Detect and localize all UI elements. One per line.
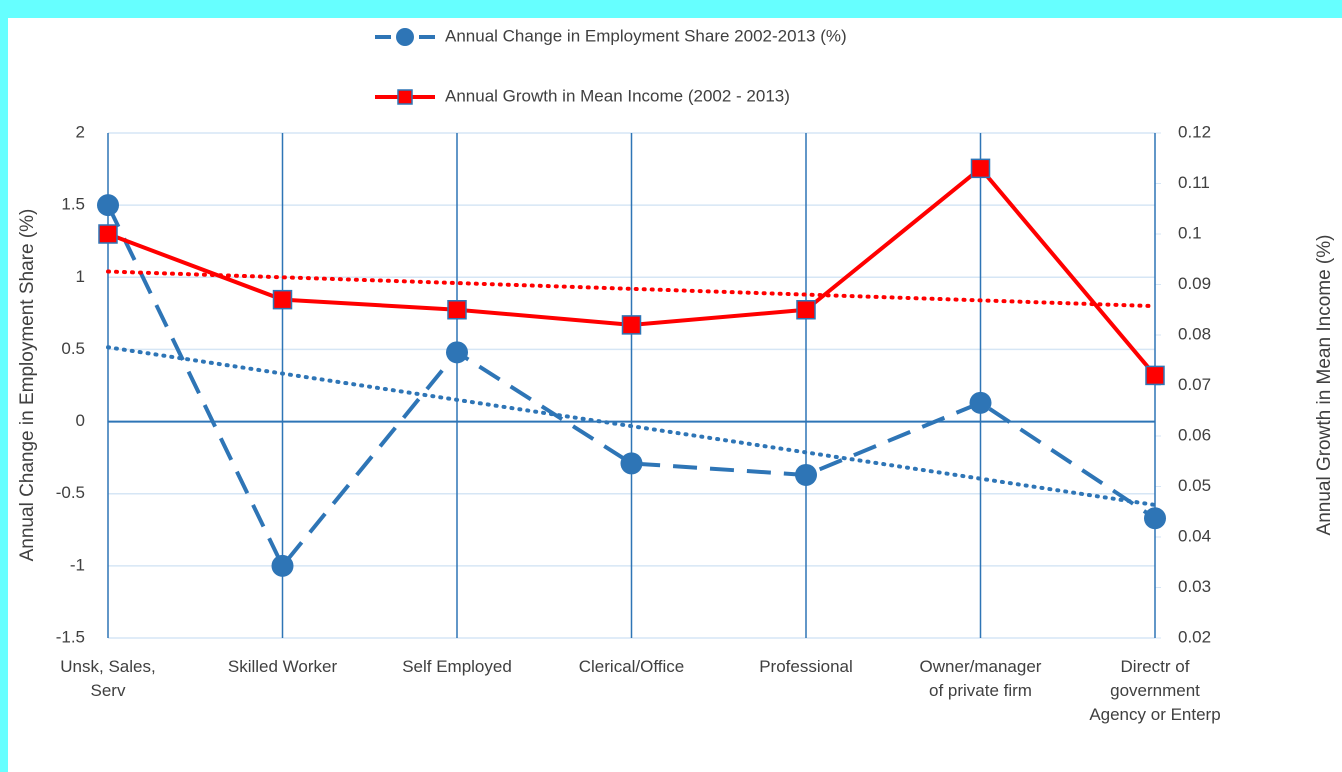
data-point	[271, 554, 294, 577]
y2-tick-label: 0.06	[1178, 425, 1211, 444]
data-point	[1145, 365, 1165, 386]
data-point	[970, 158, 991, 179]
data-point	[272, 289, 293, 310]
y-tick-label: -0.5	[56, 483, 85, 502]
y2-tick-label: 0.09	[1178, 274, 1211, 293]
data-point	[447, 300, 467, 320]
y-axis-title: Annual Change in Employment Share (%)	[17, 209, 38, 562]
data-point	[446, 341, 468, 364]
y2-tick-label: 0.07	[1178, 375, 1211, 394]
y2-tick-label: 0.02	[1178, 627, 1211, 646]
y-tick-label: 1	[76, 267, 85, 286]
y2-axis-title: Annual Growth in Mean Income (%)	[1314, 235, 1335, 536]
data-point	[97, 194, 119, 217]
y2-tick-label: 0.03	[1178, 577, 1211, 596]
trendline	[106, 345, 1157, 507]
x-tick-label: Professional	[759, 657, 853, 676]
y-tick-label: -1	[70, 555, 85, 574]
y-tick-label: -1.5	[56, 627, 85, 646]
x-tick-label: Clerical/Office	[578, 657, 685, 676]
y2-tick-label: 0.11	[1178, 173, 1210, 192]
data-point	[98, 224, 118, 244]
data-point	[620, 452, 643, 475]
legend-marker	[397, 89, 413, 105]
x-tick-label: Self Employed	[402, 657, 512, 676]
x-tick-label: Unsk, Sales, Serv	[60, 657, 156, 700]
data-point	[621, 315, 642, 335]
trendline	[106, 269, 1157, 309]
chart-background	[8, 18, 1342, 772]
data-point	[1144, 507, 1166, 530]
y2-tick-label: 0.12	[1178, 122, 1211, 141]
legend-label: Annual Change in Employment Share 2002-2…	[445, 26, 847, 45]
y2-tick-label: 0.08	[1178, 324, 1211, 343]
x-tick-label: Owner/manager of private firm	[919, 657, 1042, 700]
y-tick-label: 1.5	[61, 195, 85, 214]
y2-tick-label: 0.1	[1178, 223, 1202, 242]
data-point	[795, 463, 817, 486]
y-tick-label: 0	[76, 411, 85, 430]
y2-tick-label: 0.05	[1178, 476, 1211, 495]
y-tick-label: 0.5	[61, 339, 85, 358]
legend-label: Annual Growth in Mean Income (2002 - 201…	[445, 86, 790, 105]
legend-marker	[396, 28, 414, 46]
y2-tick-label: 0.04	[1178, 526, 1211, 545]
y-tick-label: 2	[76, 122, 85, 141]
x-tick-label: Skilled Worker	[227, 657, 338, 676]
data-point	[969, 391, 992, 414]
x-tick-label: Directr of government Agency or Enterp	[1089, 657, 1221, 724]
data-point	[796, 300, 816, 320]
